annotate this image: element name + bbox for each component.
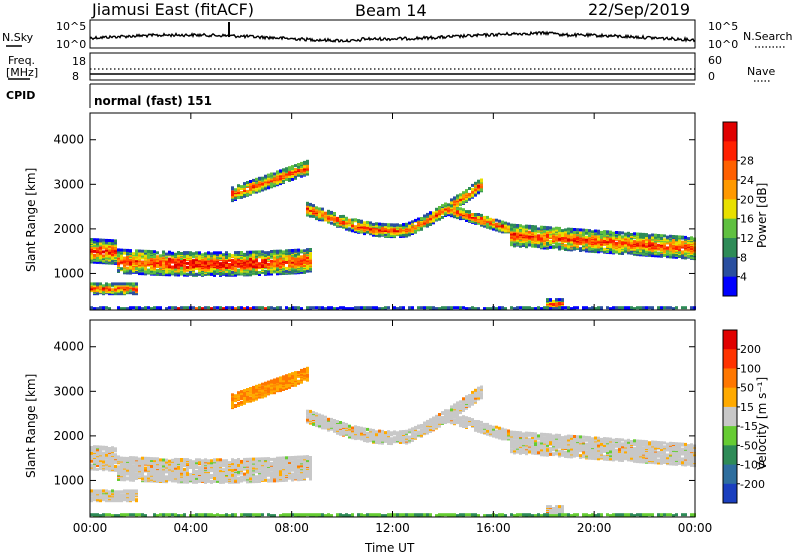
power-heatmap <box>90 160 696 310</box>
colorbar-segment <box>723 161 737 181</box>
x-tick-label: 20:00 <box>577 521 612 535</box>
y-tick-label: 3000 <box>53 384 84 398</box>
colorbar-segment <box>723 426 737 446</box>
colorbar-segment <box>723 484 737 504</box>
y-tick-label: 1000 <box>53 266 84 280</box>
x-tick-label: 12:00 <box>375 521 410 535</box>
freq-panel <box>90 53 695 80</box>
colorbar-tick-label: 28 <box>740 155 754 168</box>
colorbar-segment <box>723 180 737 200</box>
y-tick-label: 3000 <box>53 177 84 191</box>
colorbar-tick-label: 50 <box>740 382 754 395</box>
x-tick-label: 04:00 <box>174 521 209 535</box>
colorbar-segment <box>723 349 737 369</box>
colorbar-tick-label: 8 <box>740 251 747 264</box>
y-tick-label: 2000 <box>53 222 84 236</box>
colorbar-tick-label: 15 <box>740 401 754 414</box>
x-tick-label: 08:00 <box>274 521 309 535</box>
colorbar-tick-label: 100 <box>740 362 761 375</box>
y-tick-label: 4000 <box>53 340 84 354</box>
x-tick-label: 00:00 <box>678 521 713 535</box>
colorbar-segment <box>723 141 737 161</box>
velocity-panel-frame <box>90 320 695 517</box>
velocity-heatmap <box>90 367 696 517</box>
colorbar-segment <box>723 407 737 427</box>
colorbar-segment <box>723 465 737 485</box>
colorbar-segment <box>723 277 737 297</box>
y-tick-label: 2000 <box>53 429 84 443</box>
y-tick-label: 1000 <box>53 473 84 487</box>
colorbar-tick-label: 16 <box>740 213 754 226</box>
colorbar-segment <box>723 388 737 408</box>
colorbar-segment <box>723 368 737 388</box>
x-tick-label: 00:00 <box>73 521 108 535</box>
colorbar-tick-label: 24 <box>740 174 754 187</box>
colorbar-segment <box>723 219 737 239</box>
colorbar-segment <box>723 122 737 142</box>
nsky-panel <box>90 20 695 48</box>
power-panel-frame <box>90 113 695 310</box>
x-tick-label: 16:00 <box>476 521 511 535</box>
colorbar-tick-label: 12 <box>740 232 754 245</box>
colorbar-segment <box>723 330 737 350</box>
colorbar-segment <box>723 257 737 277</box>
colorbar-tick-label: 200 <box>740 343 761 356</box>
colorbar-segment <box>723 238 737 258</box>
colorbar-tick-label: -200 <box>740 478 765 491</box>
colorbar-tick-label: 20 <box>740 193 754 206</box>
colorbar-tick-label: -15 <box>740 420 758 433</box>
colorbar-segment <box>723 445 737 465</box>
y-tick-label: 4000 <box>53 133 84 147</box>
colorbar-tick-label: -100 <box>740 459 765 472</box>
colorbar-segment <box>723 199 737 219</box>
colorbar-tick-label: -50 <box>740 439 758 452</box>
nsky-trace <box>90 32 695 42</box>
colorbar-tick-label: 4 <box>740 271 747 284</box>
